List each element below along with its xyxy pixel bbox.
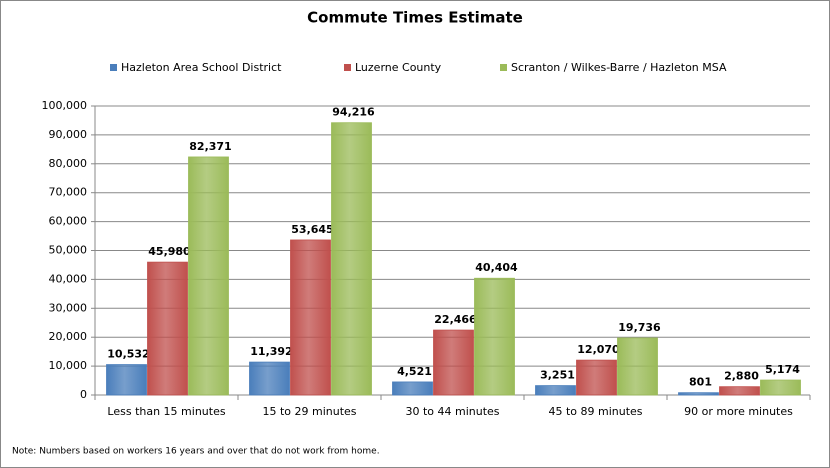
y-tick-label: 100,000 — [42, 99, 88, 112]
value-label: 82,371 — [189, 140, 231, 153]
bar — [188, 156, 229, 396]
y-tick-label: 50,000 — [49, 244, 88, 257]
value-label: 10,532 — [107, 348, 149, 361]
note: Note: Numbers based on workers 16 years … — [12, 447, 380, 457]
x-tick-label: Less than 15 minutes — [107, 405, 225, 418]
value-label: 3,251 — [540, 369, 575, 382]
value-label: 4,521 — [397, 365, 432, 378]
value-label: 801 — [689, 376, 712, 389]
bar — [106, 364, 147, 396]
legend-label: Scranton / Wilkes-Barre / Hazleton MSA — [511, 61, 727, 74]
x-tick-label: 45 to 89 minutes — [548, 405, 642, 418]
value-label: 94,216 — [332, 106, 375, 119]
value-label: 22,466 — [434, 313, 477, 326]
x-tick-label: 30 to 44 minutes — [405, 405, 499, 418]
y-tick-label: 40,000 — [49, 272, 88, 285]
legend-label: Luzerne County — [355, 61, 442, 74]
y-tick-label: 10,000 — [49, 359, 88, 372]
x-tick-label: 90 or more minutes — [684, 405, 793, 418]
value-label: 45,980 — [148, 245, 191, 258]
legend-swatch — [500, 64, 507, 71]
bar — [290, 239, 331, 396]
bar — [678, 392, 719, 396]
legend-label: Hazleton Area School District — [121, 61, 282, 74]
y-tick-label: 0 — [80, 388, 87, 401]
bar — [147, 261, 188, 396]
y-tick-label: 80,000 — [49, 157, 88, 170]
bar — [433, 329, 474, 396]
bar — [392, 381, 433, 396]
y-tick-label: 30,000 — [49, 301, 88, 314]
y-tick-label: 60,000 — [49, 215, 88, 228]
bar — [535, 385, 576, 396]
value-label: 2,880 — [724, 370, 759, 383]
bar — [474, 277, 515, 396]
chart-title: Commute Times Estimate — [307, 9, 523, 27]
y-tick-label: 20,000 — [49, 330, 88, 343]
bar — [760, 379, 801, 396]
bar — [617, 337, 658, 396]
legend-swatch — [344, 64, 351, 71]
value-label: 19,736 — [618, 321, 661, 334]
value-label: 12,070 — [577, 343, 620, 356]
y-tick-label: 90,000 — [49, 128, 88, 141]
bar — [331, 122, 372, 396]
value-label: 53,645 — [291, 223, 333, 236]
legend-swatch — [110, 64, 117, 71]
x-tick-label: 15 to 29 minutes — [262, 405, 356, 418]
value-label: 40,404 — [475, 261, 518, 274]
y-tick-label: 70,000 — [49, 186, 88, 199]
value-label: 5,174 — [765, 363, 800, 376]
bar — [576, 359, 617, 396]
bar — [719, 386, 760, 396]
value-label: 11,392 — [250, 345, 292, 358]
bar — [249, 361, 290, 396]
